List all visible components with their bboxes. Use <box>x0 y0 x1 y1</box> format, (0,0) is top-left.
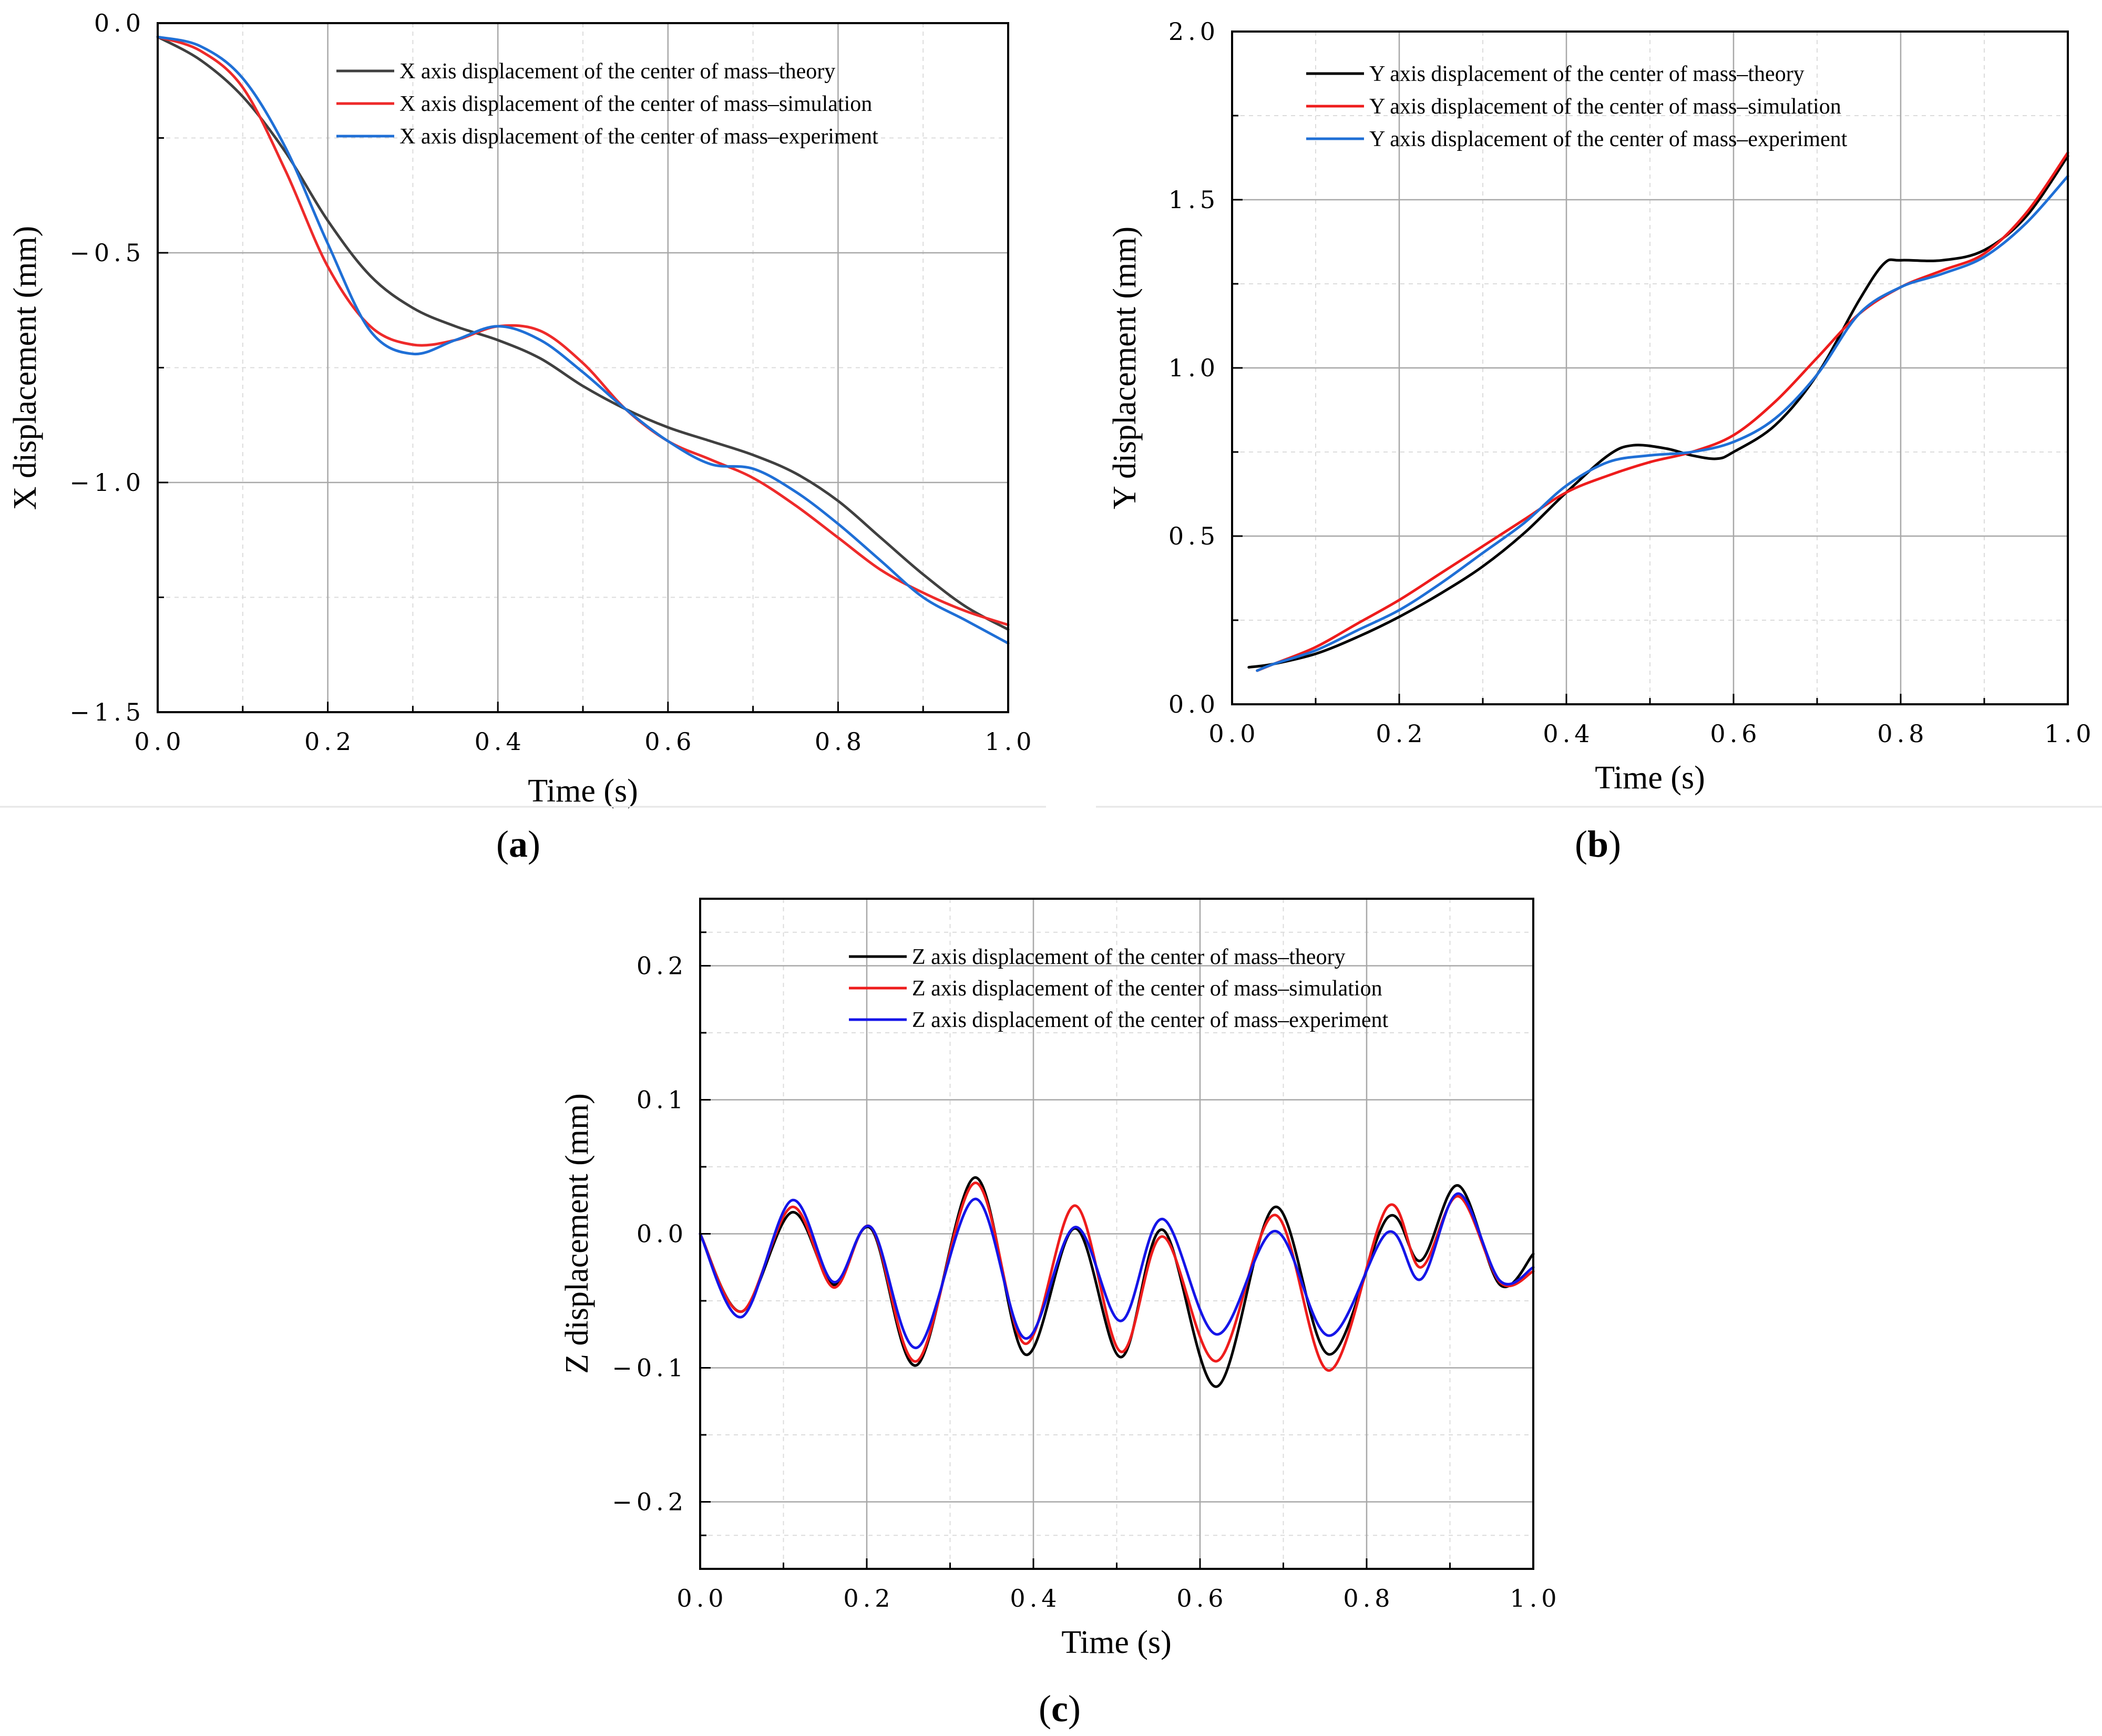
ticks-a: 0.0 0.2 0.4 0.6 0.8 1.0 0.0 −0.5 −1.0 −1.5 <box>69 9 1035 756</box>
panel-label-b: (b) <box>1575 823 1621 865</box>
y-axis-title-a: X displacement (mm) <box>7 226 43 510</box>
panel-label-c: (c) <box>1039 1688 1081 1730</box>
x-tick-label: 0.2 <box>843 1584 894 1612</box>
grid-a <box>158 23 1008 712</box>
x-tick-label: 1.0 <box>985 727 1035 756</box>
x-tick-label: 0.8 <box>1877 720 1928 748</box>
series-line-a-3 <box>156 35 1010 645</box>
legend-label-b-2: Y axis displacement of the center of mas… <box>1369 95 1841 119</box>
y-tick-label: −1.0 <box>69 468 145 497</box>
y-tick-label: −1.5 <box>69 698 145 726</box>
x-axis-title-c: Time (s) <box>1061 1625 1172 1660</box>
legend-label-b-1: Y axis displacement of the center of mas… <box>1369 62 1804 86</box>
legend-b: Y axis displacement of the center of mas… <box>1306 62 1848 151</box>
series-layer-c <box>699 1176 1535 1388</box>
x-tick-label: 0.4 <box>1543 720 1594 748</box>
x-tick-label: 0.0 <box>676 1584 727 1612</box>
chart-panel-c: 0.0 0.2 0.4 0.6 0.8 1.0 0.2 0.1 0.0 −0.1 −0.2 Time… <box>559 898 1561 1730</box>
series-line-a-2 <box>156 35 1010 626</box>
legend-c: Z axis displacement of the center of mas… <box>849 945 1389 1032</box>
legend-a: X axis displacement of the center of mas… <box>336 59 878 149</box>
y-axis-title-b: Y displacement (mm) <box>1107 227 1143 509</box>
series-line-b-3 <box>1256 174 2069 672</box>
series-line-c-2 <box>699 1182 1535 1372</box>
x-axis-title-b: Time (s) <box>1595 760 1705 796</box>
y-axis-title-c: Z displacement (mm) <box>559 1093 595 1374</box>
y-tick-label: −0.1 <box>612 1354 688 1382</box>
legend-label-b-3: Y axis displacement of the center of mas… <box>1369 127 1848 151</box>
series-layer-b <box>1247 151 2069 672</box>
x-tick-label: 0.4 <box>1010 1584 1061 1612</box>
legend-label-c-3: Z axis displacement of the center of mas… <box>912 1008 1389 1032</box>
legend-label-c-2: Z axis displacement of the center of mas… <box>912 977 1382 1001</box>
x-tick-label: 0.8 <box>1343 1584 1394 1612</box>
x-tick-label: 0.0 <box>1208 720 1259 748</box>
panel-label-a: (a) <box>496 823 540 865</box>
x-tick-label: 1.0 <box>1510 1584 1561 1612</box>
x-tick-label: 0.6 <box>1176 1584 1227 1612</box>
y-tick-label: 0.5 <box>1168 522 1219 550</box>
legend-label-a-3: X axis displacement of the center of mas… <box>399 125 878 149</box>
series-layer-a <box>156 35 1010 645</box>
x-tick-label: 0.6 <box>1710 720 1761 748</box>
grid-c <box>700 899 1533 1569</box>
x-tick-label: 0.8 <box>815 727 866 756</box>
x-tick-label: 1.0 <box>2044 720 2095 748</box>
y-tick-label: 1.5 <box>1168 186 1219 214</box>
x-tick-label: 0.2 <box>1376 720 1427 748</box>
legend-label-a-2: X axis displacement of the center of mas… <box>399 92 872 116</box>
series-line-c-3 <box>699 1192 1535 1349</box>
legend-label-c-1: Z axis displacement of the center of mas… <box>912 945 1346 969</box>
y-tick-label: −0.2 <box>612 1488 688 1516</box>
chart-panel-a: 0.0 0.2 0.4 0.6 0.8 1.0 0.0 −0.5 −1.0 −1.5 Time (… <box>7 9 1035 865</box>
series-line-b-2 <box>1256 151 2069 672</box>
x-tick-label: 0.4 <box>475 727 526 756</box>
y-tick-label: 2.0 <box>1168 17 1219 46</box>
y-tick-label: 0.0 <box>94 9 145 37</box>
x-tick-label: 0.0 <box>134 727 185 756</box>
y-tick-label: 0.0 <box>637 1220 688 1248</box>
y-tick-label: 0.1 <box>637 1086 688 1114</box>
y-tick-label: −0.5 <box>69 239 145 267</box>
grid-b <box>1232 32 2068 704</box>
y-tick-label: 0.2 <box>637 952 688 980</box>
ticks-b: 0.0 0.2 0.4 0.6 0.8 1.0 0.0 0.5 1.0 1.5 2.0 <box>1168 17 2095 748</box>
y-tick-label: 0.0 <box>1168 690 1219 718</box>
x-tick-label: 0.6 <box>644 727 695 756</box>
y-tick-label: 1.0 <box>1168 354 1219 382</box>
legend-label-a-1: X axis displacement of the center of mas… <box>399 59 835 84</box>
chart-panel-b: 0.0 0.2 0.4 0.6 0.8 1.0 0.0 0.5 1.0 1.5 2.0 Time (… <box>1107 17 2095 865</box>
ticks-c: 0.0 0.2 0.4 0.6 0.8 1.0 0.2 0.1 0.0 −0.1 −0.2 <box>612 931 1561 1612</box>
x-tick-label: 0.2 <box>304 727 355 756</box>
x-axis-title-a: Time (s) <box>528 773 638 809</box>
